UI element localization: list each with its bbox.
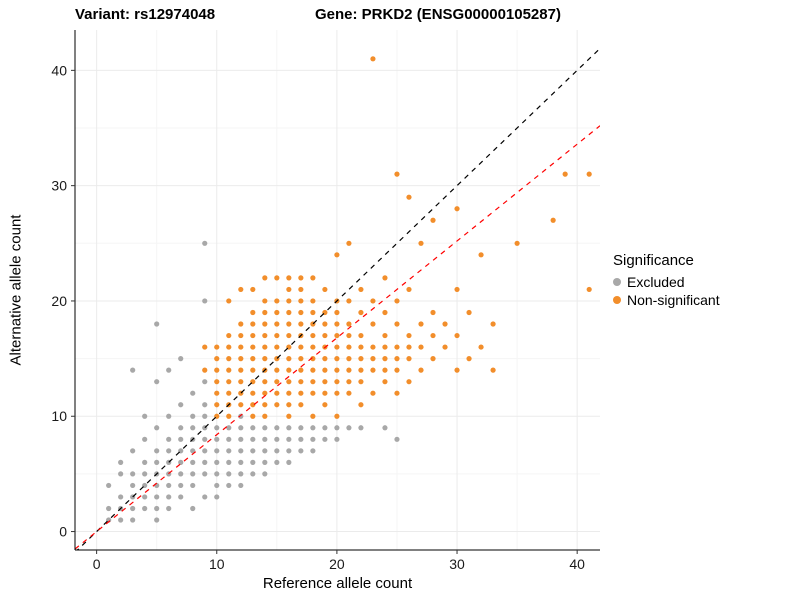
svg-text:10: 10 [51, 408, 67, 424]
legend: Significance Excluded Non-significant [613, 252, 720, 309]
x-axis-title: Reference allele count [262, 575, 413, 592]
svg-text:30: 30 [51, 178, 67, 194]
svg-text:20: 20 [329, 556, 345, 572]
legend-title: Significance [613, 252, 694, 269]
legend-item-non-significant: Non-significant [613, 291, 720, 309]
legend-item-excluded: Excluded [613, 273, 720, 291]
svg-text:40: 40 [569, 556, 585, 572]
svg-text:30: 30 [449, 556, 465, 572]
svg-text:0: 0 [59, 523, 67, 539]
variant-title: Variant: rs12974048 [75, 6, 216, 23]
excluded-dot-icon [613, 278, 621, 286]
svg-text:0: 0 [93, 556, 101, 572]
svg-text:40: 40 [51, 62, 67, 78]
gene-title: Gene: PRKD2 (ENSG00000105287) [315, 6, 561, 23]
non-significant-dot-icon [613, 296, 621, 304]
legend-item-label: Non-significant [627, 292, 720, 308]
svg-text:20: 20 [51, 293, 67, 309]
y-axis-title: Alternative allele count [7, 214, 25, 366]
svg-text:10: 10 [209, 556, 225, 572]
legend-item-label: Excluded [627, 274, 685, 290]
